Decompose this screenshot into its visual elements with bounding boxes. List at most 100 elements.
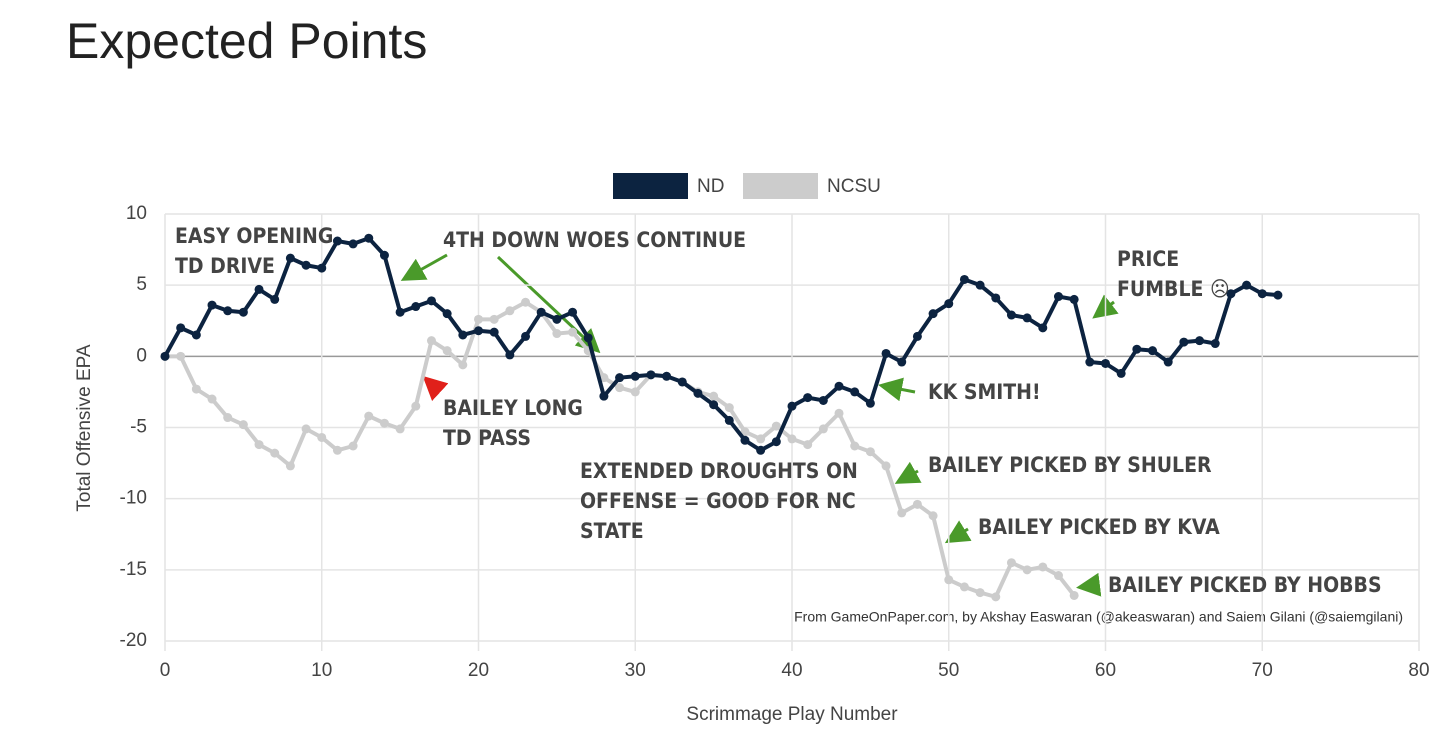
legend-label: NCSU [827,176,881,197]
data-point [771,421,781,431]
data-point [865,447,875,457]
data-point [1148,346,1158,356]
legend-swatch [743,173,818,199]
data-point [834,408,844,418]
data-point [505,306,515,316]
data-point [379,418,389,428]
data-point [1273,290,1283,300]
data-point [912,499,922,509]
data-point [1022,565,1032,575]
data-point [787,401,797,411]
data-point [583,333,593,343]
data-point [176,351,186,361]
data-point [959,582,969,592]
data-point [238,307,248,317]
annotation: BAILEY LONG [443,396,583,420]
data-point [364,411,374,421]
data-point [301,424,311,434]
data-point [301,260,311,270]
arrow [400,253,448,281]
data-point [709,400,719,410]
data-point [881,461,891,471]
data-point [928,309,938,319]
annotation: BAILEY PICKED BY SHULER [928,453,1212,477]
data-point [630,387,640,397]
data-point [818,424,828,434]
data-point [1053,571,1063,581]
data-point [1006,310,1016,320]
data-point [677,377,687,387]
data-point [1085,357,1095,367]
data-point [411,302,421,312]
data-point [1101,358,1110,368]
data-point [442,309,452,319]
data-point [897,357,907,367]
data-point [1006,558,1016,568]
data-point [238,420,248,430]
x-tick-label: 0 [160,660,171,681]
data-point [724,403,734,413]
data-point [207,394,217,404]
data-point [348,239,358,249]
data-point [615,383,625,393]
data-point [615,373,625,383]
data-point [599,373,609,383]
data-point [740,427,750,437]
data-point [411,401,421,411]
data-point [724,415,734,425]
data-point [552,314,562,324]
data-point [1022,313,1032,323]
series-line [163,236,1279,453]
data-point [693,388,703,398]
data-point [176,323,186,333]
data-point [740,435,750,445]
page-title: Expected Points [66,13,427,69]
arrow [496,255,601,354]
series-line [165,300,1076,599]
data-point [285,253,295,263]
data-point [959,274,969,284]
data-point [991,592,1001,602]
data-point [270,448,280,458]
y-tick-label: 5 [136,274,147,295]
annotation: EASY OPENING [175,224,333,248]
data-point [975,588,985,598]
data-point [552,329,562,339]
data-point [850,387,860,397]
data-point [285,461,295,471]
data-point [1210,339,1220,349]
y-tick-label: 10 [126,203,147,224]
y-tick-label: -5 [130,417,147,438]
data-point [756,434,766,444]
data-point [191,330,201,340]
y-tick-label: 0 [136,345,147,366]
annotation: TD PASS [443,426,531,450]
data-point [1226,289,1236,299]
x-tick-label: 20 [468,660,489,681]
annotation: TD DRIVE [175,254,275,278]
data-point [521,297,531,307]
data-point [865,398,875,408]
arrow [894,461,922,484]
data-point [395,424,405,434]
data-point [1053,292,1063,302]
arrow [422,375,449,402]
x-tick-label: 40 [781,660,802,681]
data-point [332,445,342,455]
data-point [881,348,891,358]
x-tick-label: 30 [625,660,646,681]
x-tick-label: 60 [1095,660,1116,681]
data-point [489,314,499,324]
data-point [426,296,436,306]
data-point [474,326,483,336]
annotation: KK SMITH! [928,380,1041,404]
data-point [364,233,374,243]
data-point [1179,337,1189,347]
data-point [474,314,483,324]
annotation: EXTENDED DROUGHTS ON [580,459,858,483]
x-tick-label: 70 [1252,660,1273,681]
data-point [850,441,860,451]
data-point [442,346,452,356]
data-point [521,331,531,341]
